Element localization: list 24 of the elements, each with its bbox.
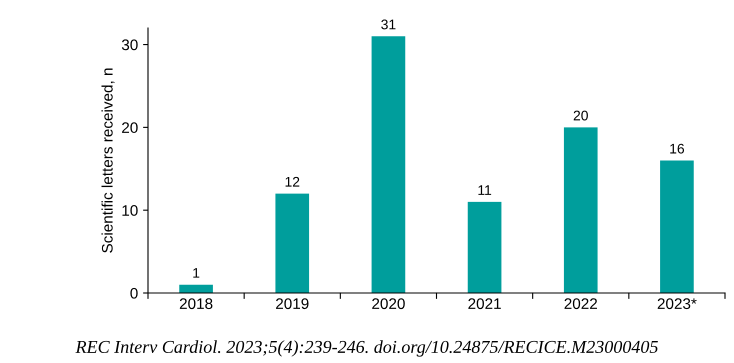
data-label: 16: [670, 144, 684, 154]
y-tick-label: 10: [122, 205, 138, 216]
data-label: 12: [286, 176, 300, 187]
data-label: 11: [478, 185, 492, 195]
data-label: 31: [381, 20, 396, 30]
x-tick-label: 2018: [180, 298, 212, 310]
x-tick-label: 2021: [468, 298, 501, 310]
y-tick-label: 20: [122, 122, 138, 134]
bar: [275, 194, 310, 293]
x-tick-label: 2023*: [658, 298, 697, 310]
data-label: 20: [574, 110, 588, 120]
data-label: 1: [193, 268, 200, 278]
x-tick-label: 2020: [372, 298, 405, 310]
bar: [564, 127, 598, 293]
bar: [372, 36, 406, 293]
bar: [179, 284, 213, 293]
y-tick-label: 0: [130, 288, 138, 299]
y-axis-title: Scientific letters received, n: [101, 68, 115, 253]
bar: [468, 202, 502, 293]
bar: [660, 160, 694, 293]
y-tick-label: 30: [122, 39, 138, 50]
text: REC Interv Cardiol. 2023;5(4):239-246. doi.org/10.24875/RECICE.M23000405: [75, 340, 658, 357]
x-tick-label: 2019: [276, 298, 309, 310]
x-tick-label: 2022: [564, 298, 597, 310]
